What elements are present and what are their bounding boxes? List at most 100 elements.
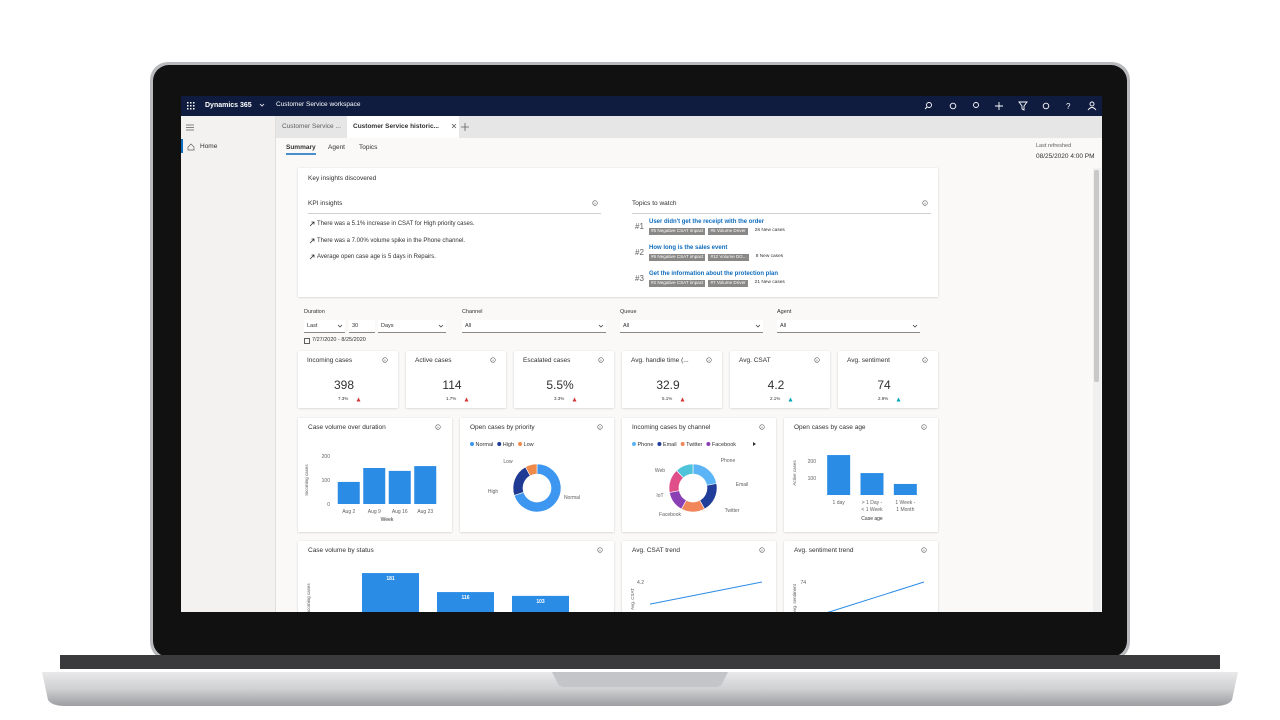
page-tab[interactable]: Topics [359, 144, 378, 151]
info-icon[interactable] [435, 424, 441, 430]
y-axis-label: Avg. sentiment [792, 583, 797, 612]
user-icon[interactable] [1089, 101, 1095, 107]
hamburger[interactable] [186, 124, 194, 131]
topic-title[interactable]: User didn't get the receipt with the ord… [649, 219, 765, 225]
add-icon[interactable] [995, 102, 1003, 110]
x-tick-label: Aug 2 [342, 509, 355, 515]
info-icon[interactable] [759, 424, 765, 430]
insight-arrow [309, 254, 315, 260]
legend-dot [470, 442, 474, 446]
bar [363, 468, 386, 504]
legend-label: Twitter [686, 442, 702, 448]
nav-bar [181, 96, 1102, 116]
topic-title[interactable]: How long is the sales event [649, 245, 728, 251]
info-icon[interactable] [921, 547, 927, 553]
legend-dot [632, 442, 636, 446]
home-link[interactable]: Home [200, 143, 218, 150]
info-icon[interactable] [814, 357, 820, 363]
data-label: 116 [461, 595, 469, 601]
trend-line [827, 581, 925, 612]
screen: ? Dynamics 365 Customer Service workspace… [181, 96, 1102, 612]
topic-title[interactable]: Get the information about the protection… [649, 271, 778, 277]
help-icon[interactable]: ? [1066, 102, 1071, 111]
filter-icon[interactable] [1018, 101, 1028, 111]
search-icon[interactable] [926, 102, 932, 108]
info-icon[interactable] [597, 424, 603, 430]
y-axis-label: Incoming cases [304, 464, 309, 496]
donut-segment [513, 463, 562, 513]
session-tab[interactable]: Customer Service ... [282, 123, 341, 130]
task-icon[interactable] [949, 102, 957, 110]
dropdown-chevron [598, 324, 604, 328]
y-tick-label: 0 [327, 502, 330, 508]
kpi-change: 2.9% [878, 396, 889, 401]
info-icon[interactable] [922, 200, 928, 206]
legend-label: Phone [638, 442, 654, 448]
filter-label: Duration [304, 309, 325, 315]
dropdown-value: All [465, 322, 472, 329]
insights-card: Key insights discovered KPI insights There… [298, 168, 938, 297]
slice-label: Web [655, 468, 665, 474]
dropdown-value: 30 [352, 322, 359, 329]
kpi-insight: There was a 5.1% increase in CSAT for Hi… [317, 221, 475, 227]
info-icon[interactable] [382, 357, 388, 363]
chevron[interactable] [259, 103, 265, 107]
info-icon[interactable] [490, 357, 496, 363]
idea-icon[interactable] [973, 102, 979, 108]
info-icon[interactable] [759, 547, 765, 553]
dropdown[interactable]: All [620, 320, 763, 333]
dropdown[interactable]: All [462, 320, 606, 333]
waffle-icon[interactable] [187, 102, 195, 110]
info-icon[interactable] [922, 357, 928, 363]
donut-segment [676, 463, 694, 479]
topic-tag: #2 Negative CSAT impact [649, 280, 706, 287]
trend-arrow [788, 397, 793, 401]
bar [414, 466, 437, 504]
last-refreshed-value: 08/25/2020 4:00 PM [1036, 153, 1095, 160]
y-tick-label: 100 [808, 476, 817, 482]
kpi-insight: Average open case age is 5 days in Repai… [317, 254, 436, 260]
close-tab[interactable] [451, 123, 457, 129]
legend-next[interactable] [753, 442, 756, 446]
slice-label: Phone [721, 458, 736, 464]
trend-arrow [572, 397, 577, 401]
settings-icon[interactable] [1042, 102, 1050, 110]
kpi-value: 398 [333, 378, 355, 392]
info-icon[interactable] [598, 357, 604, 363]
x-axis-label: Case age [861, 516, 883, 522]
kpi-value: 4.2 [767, 378, 785, 392]
divider [632, 213, 931, 214]
scrollbar [1093, 168, 1101, 612]
chart-card: Case volume over duration Incoming cases 0… [298, 418, 452, 532]
page-tab[interactable]: Agent [328, 144, 345, 151]
y-tick-label: 200 [322, 454, 331, 460]
y-tick-label: 4.2 [637, 580, 644, 586]
dropdown[interactable]: Days [378, 320, 446, 333]
topic-count: 8 New cases [755, 254, 784, 259]
chart-title: Avg. CSAT trend [632, 547, 681, 554]
active-session-tab[interactable] [347, 116, 459, 138]
info-icon[interactable] [706, 357, 712, 363]
chart-card: Open cases by case age Active cases 100 200… [784, 418, 938, 532]
topic-rank: #2 [635, 248, 644, 257]
page-tab[interactable]: Summary [286, 144, 316, 151]
chart-svg: Phone Email Twitter Facebook IoT Web Phone Emai… [632, 442, 756, 518]
topics-title: Topics to watch [632, 200, 677, 207]
session-tab[interactable]: Customer Service historic... [353, 123, 439, 130]
notch [552, 672, 728, 687]
dropdown[interactable]: Last [304, 320, 345, 333]
topic-tag: #5 Volume Driver [708, 228, 748, 235]
info-icon[interactable] [597, 547, 603, 553]
kpi-change: 5.1% [662, 396, 673, 401]
dropdown[interactable]: All [777, 320, 920, 333]
kpi-value: 5.5% [546, 378, 574, 392]
info-icon[interactable] [592, 200, 598, 206]
scroll-thumb[interactable] [1094, 170, 1099, 382]
chart-svg: Incoming cases 0 100 200 Aug 2 Aug 9 Aug 16 Aug… [304, 454, 437, 523]
new-tab[interactable] [461, 123, 469, 131]
trend-arrow [896, 397, 901, 401]
dropdown[interactable]: 30 [349, 320, 375, 333]
info-icon[interactable] [921, 424, 927, 430]
